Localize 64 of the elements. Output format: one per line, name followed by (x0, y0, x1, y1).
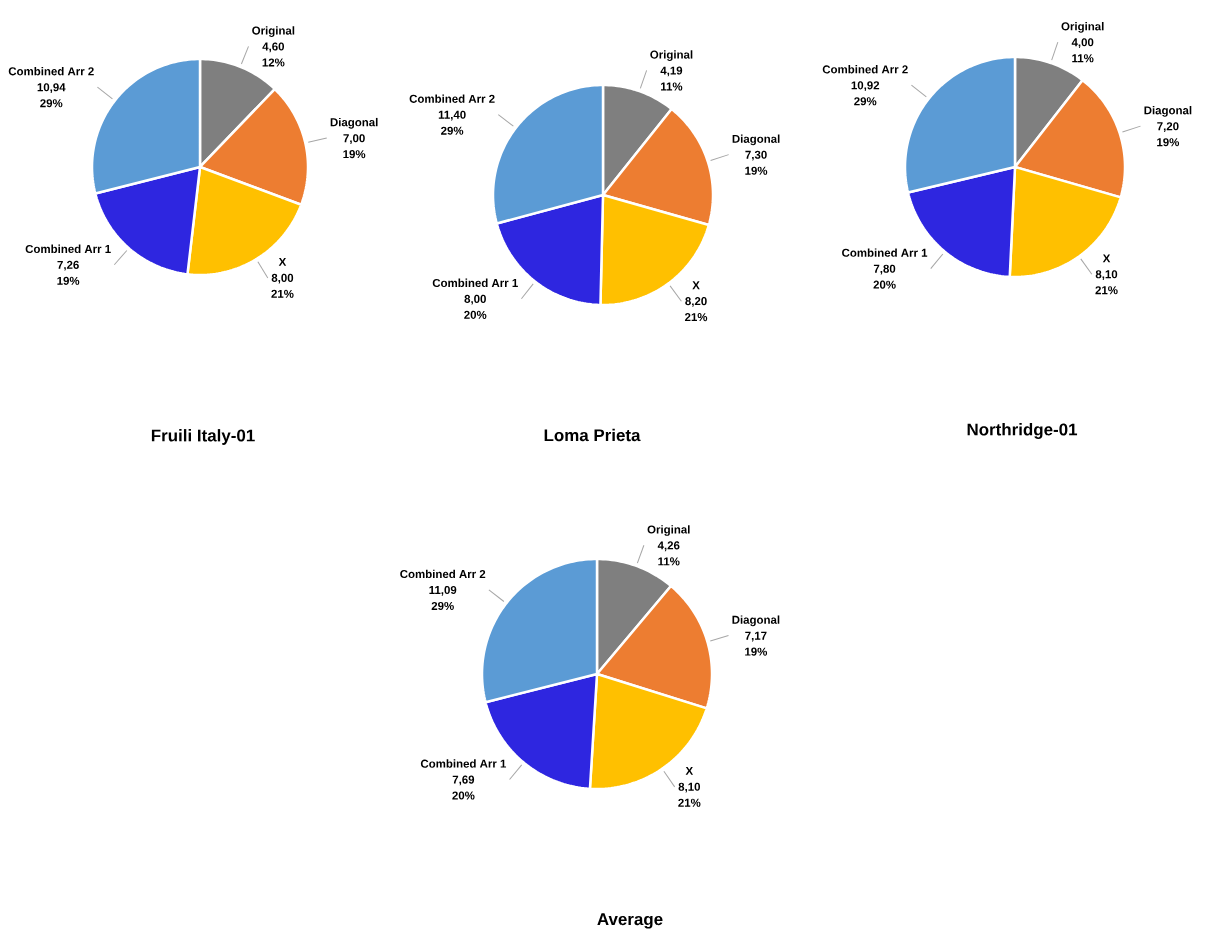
data-label: 4,00 (1071, 38, 1094, 49)
data-label: 7,26 (57, 260, 79, 271)
slice-label: Combined Arr 1 (420, 759, 507, 768)
slice-label: Diagonal (330, 117, 378, 129)
text: 20% (464, 310, 487, 319)
slice-label: Diagonal (732, 134, 780, 146)
text: 19% (57, 276, 80, 285)
data-label: 4,26 (657, 541, 680, 552)
text: 11% (661, 82, 683, 91)
text: 20% (452, 791, 475, 800)
text: Average (597, 913, 663, 929)
text: 29% (431, 601, 454, 610)
data-label: 11,09 (429, 585, 457, 596)
slice-label: Original (647, 525, 690, 536)
data-label: 8,10 (678, 782, 701, 793)
slice-label: Diagonal (1144, 105, 1192, 117)
data-label: 7,69 (452, 775, 475, 786)
slice-label: X (685, 766, 694, 775)
slice-label: Original (650, 50, 693, 61)
slice-label: X (1102, 254, 1111, 263)
data-label: 8,20 (685, 297, 707, 307)
data-label: 4,60 (262, 42, 285, 53)
text: Loma Prieta (544, 428, 641, 442)
data-label: 7,80 (873, 264, 896, 275)
slice-label: Combined Arr 1 (842, 248, 928, 257)
slice-label: Combined Arr 2 (822, 65, 908, 74)
text: 19% (745, 166, 768, 175)
text: 21% (678, 798, 701, 807)
data-label: 10,94 (37, 83, 66, 93)
slice-label: Combined Arr 1 (432, 278, 518, 288)
data-label: 4,19 (660, 66, 683, 77)
data-label: 7,30 (745, 150, 767, 161)
data-label: 7,17 (745, 631, 767, 642)
text: 21% (1095, 286, 1118, 295)
data-label: 7,00 (343, 134, 365, 144)
text: 11% (1072, 54, 1094, 63)
text: 29% (441, 126, 464, 135)
slice-label: Combined Arr 2 (8, 66, 94, 76)
data-label: 11,40 (438, 110, 466, 121)
slice-label: Combined Arr 2 (400, 569, 486, 579)
text: 21% (271, 289, 294, 298)
data-label: 10,92 (851, 81, 880, 92)
text: 29% (40, 99, 63, 108)
data-label: 8,10 (1095, 270, 1118, 280)
slice-label: Original (252, 26, 295, 37)
text: 21% (684, 313, 708, 322)
text: Northridge-01 (967, 423, 1078, 439)
slice-label: X (692, 281, 700, 290)
text: 11% (658, 557, 680, 566)
data-label: 8,00 (464, 294, 486, 305)
slice-label: Combined Arr 1 (25, 244, 111, 254)
slice-label: X (278, 258, 287, 266)
data-label: 7,20 (1157, 122, 1179, 132)
text: 19% (343, 150, 366, 159)
slice-label: Original (1061, 22, 1104, 33)
text: Fruili Italy-01 (151, 429, 255, 445)
text: 19% (1157, 138, 1180, 147)
slice-label: Combined Arr 2 (409, 94, 495, 103)
text: 29% (854, 97, 877, 106)
slice-label: Diagonal (732, 615, 780, 627)
data-label: 8,00 (271, 273, 294, 284)
text: 12% (262, 58, 285, 67)
text: 19% (745, 647, 768, 656)
text: 20% (873, 280, 896, 289)
